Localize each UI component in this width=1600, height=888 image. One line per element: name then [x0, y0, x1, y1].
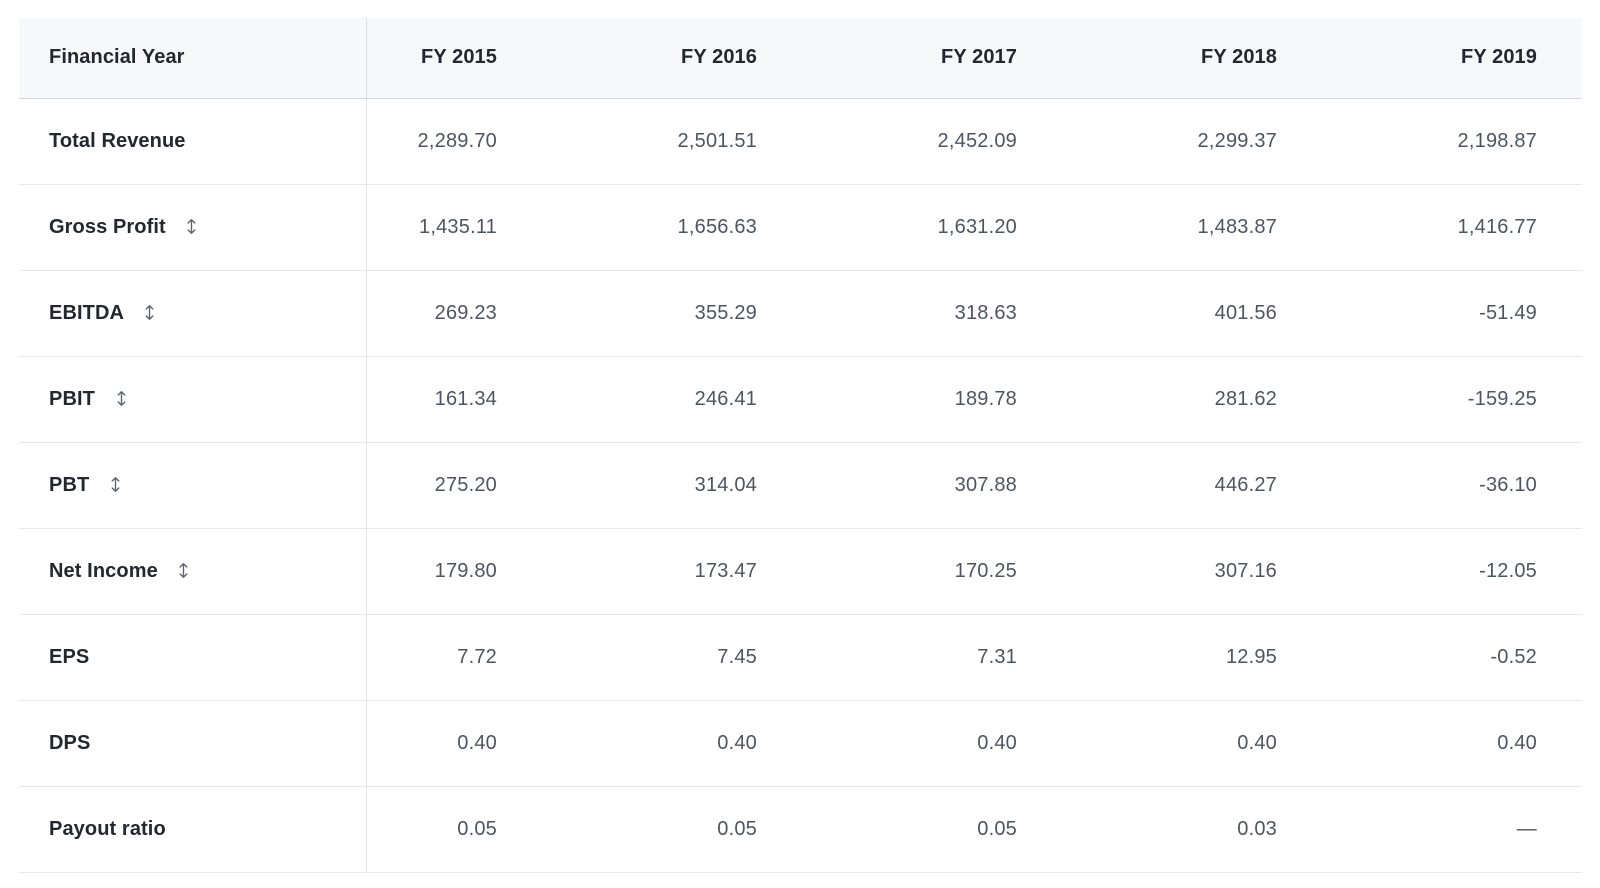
row-label: DPS	[49, 731, 91, 754]
row-gross-profit: Gross Profit 1,435.11 1,656.63 1,631.20 1,4…	[19, 184, 1582, 271]
row-total-revenue: Total Revenue 2,289.70 2,501.51 2,452.09 2,…	[19, 98, 1582, 185]
cell-value: 318.63	[802, 270, 1062, 357]
cell-value: -51.49	[1322, 270, 1582, 357]
financials-table: Financial Year FY 2015 FY 2016 FY 2017 FY 2…	[19, 18, 1582, 873]
cell-value: 0.05	[366, 786, 542, 873]
cell-value: —	[1322, 786, 1582, 873]
row-net-income: Net Income 179.80 173.47 170.25 307.16 -12.0…	[19, 528, 1582, 615]
header-fy-2018: FY 2018	[1062, 18, 1322, 99]
cell-value: 0.40	[366, 700, 542, 787]
cell-value: 446.27	[1062, 442, 1322, 529]
cell-value: 0.40	[1062, 700, 1322, 787]
row-label-cell: Net Income	[19, 528, 367, 615]
cell-value: 314.04	[542, 442, 802, 529]
cell-value: 2,299.37	[1062, 98, 1322, 185]
cell-value: 307.88	[802, 442, 1062, 529]
row-eps: EPS 7.72 7.45 7.31 12.95 -0.52	[19, 614, 1582, 701]
cell-value: 161.34	[366, 356, 542, 443]
cell-value: -159.25	[1322, 356, 1582, 443]
header-financial-year: Financial Year	[19, 18, 367, 99]
cell-value: 1,631.20	[802, 184, 1062, 271]
row-label-cell: DPS	[19, 700, 367, 787]
cell-value: 1,416.77	[1322, 184, 1582, 271]
cell-value: 246.41	[542, 356, 802, 443]
cell-value: 0.03	[1062, 786, 1322, 873]
sort-icon[interactable]	[109, 476, 122, 493]
row-ebitda: EBITDA 269.23 355.29 318.63 401.56 -51.49	[19, 270, 1582, 357]
cell-value: 355.29	[542, 270, 802, 357]
cell-value: 307.16	[1062, 528, 1322, 615]
cell-value: 281.62	[1062, 356, 1322, 443]
row-label-cell: PBT	[19, 442, 367, 529]
cell-value: 1,483.87	[1062, 184, 1322, 271]
row-label: Total Revenue	[49, 129, 186, 152]
cell-value: 189.78	[802, 356, 1062, 443]
row-label-cell: EPS	[19, 614, 367, 701]
cell-value: 173.47	[542, 528, 802, 615]
cell-value: -36.10	[1322, 442, 1582, 529]
header-fy-2015: FY 2015	[366, 18, 542, 99]
cell-value: 7.45	[542, 614, 802, 701]
row-label-cell: Gross Profit	[19, 184, 367, 271]
header-fy-2017: FY 2017	[802, 18, 1062, 99]
row-label-cell: Total Revenue	[19, 98, 367, 185]
header-fy-2016: FY 2016	[542, 18, 802, 99]
cell-value: 12.95	[1062, 614, 1322, 701]
row-label: Net Income	[49, 559, 158, 582]
row-payout-ratio: Payout ratio 0.05 0.05 0.05 0.03—	[19, 786, 1582, 873]
row-dps: DPS 0.40 0.40 0.40 0.40 0.40	[19, 700, 1582, 787]
row-label: Gross Profit	[49, 215, 166, 238]
row-label: EBITDA	[49, 301, 124, 324]
cell-value: 1,435.11	[366, 184, 542, 271]
header-row: Financial Year FY 2015 FY 2016 FY 2017 FY 2…	[19, 18, 1582, 99]
sort-icon[interactable]	[177, 562, 190, 579]
row-label: Payout ratio	[49, 817, 166, 840]
cell-value: 7.31	[802, 614, 1062, 701]
cell-value: 2,198.87	[1322, 98, 1582, 185]
row-label-cell: PBIT	[19, 356, 367, 443]
cell-value: 0.40	[542, 700, 802, 787]
cell-value: 170.25	[802, 528, 1062, 615]
row-label-cell: Payout ratio	[19, 786, 367, 873]
cell-value: 7.72	[366, 614, 542, 701]
cell-value: 0.05	[802, 786, 1062, 873]
header-fy-2019: FY 2019	[1322, 18, 1582, 99]
cell-value: 0.05	[542, 786, 802, 873]
sort-icon[interactable]	[115, 390, 128, 407]
cell-value: 2,501.51	[542, 98, 802, 185]
row-label-cell: EBITDA	[19, 270, 367, 357]
sort-icon[interactable]	[143, 304, 156, 321]
cell-value: 1,656.63	[542, 184, 802, 271]
cell-value: 0.40	[802, 700, 1062, 787]
row-pbt: PBT 275.20 314.04 307.88 446.27 -36.10	[19, 442, 1582, 529]
cell-value: 401.56	[1062, 270, 1322, 357]
cell-value: 2,452.09	[802, 98, 1062, 185]
row-label: EPS	[49, 645, 90, 668]
row-label: PBT	[49, 473, 90, 496]
cell-value: -0.52	[1322, 614, 1582, 701]
cell-value: 275.20	[366, 442, 542, 529]
cell-value: 269.23	[366, 270, 542, 357]
cell-value: 2,289.70	[366, 98, 542, 185]
sort-icon[interactable]	[185, 218, 198, 235]
cell-value: -12.05	[1322, 528, 1582, 615]
cell-value: 0.40	[1322, 700, 1582, 787]
row-pbit: PBIT 161.34 246.41 189.78 281.62 -159.25	[19, 356, 1582, 443]
cell-value: 179.80	[366, 528, 542, 615]
row-label: PBIT	[49, 387, 95, 410]
